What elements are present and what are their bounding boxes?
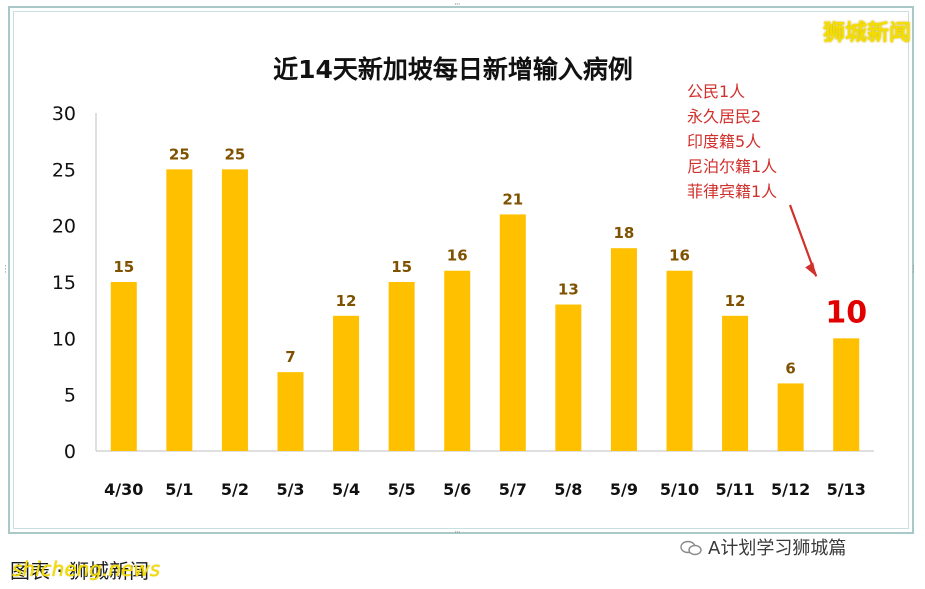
resize-handle-top[interactable]: ··· — [454, 0, 461, 10]
bar-value-label: 6 — [785, 359, 795, 377]
x-tick-label: 5/13 — [827, 480, 866, 499]
wechat-icon — [680, 540, 702, 556]
brand-tag: 狮城新闻 — [822, 21, 911, 46]
bar-value-label: 16 — [669, 247, 690, 265]
bar-value-label: 25 — [224, 145, 245, 163]
x-tick-label: 5/5 — [388, 480, 416, 499]
bar — [777, 383, 804, 451]
resize-handle-right[interactable]: · · · — [912, 262, 915, 278]
bar-value-label: 16 — [447, 247, 468, 265]
highlight-value-label: 10 — [825, 295, 867, 330]
bar — [166, 169, 193, 452]
account-tag: A计划学习狮城篇 — [680, 534, 846, 560]
y-tick-label: 10 — [52, 328, 76, 350]
bar — [444, 270, 471, 451]
x-tick-label: 5/7 — [499, 480, 527, 499]
bar — [388, 282, 415, 451]
bar-value-label: 25 — [169, 145, 190, 163]
resize-handle-left[interactable]: · · · — [4, 262, 7, 278]
bar — [722, 315, 749, 451]
bar — [610, 248, 637, 451]
chart-x-tick-labels: 4/30 5/1 5/2 5/3 5/4 5/5 5/6 5/7 5/8 5/9 5/10 5/11 5… — [104, 480, 866, 499]
bar-value-label: 12 — [725, 292, 746, 310]
x-tick-label: 5/12 — [771, 480, 810, 499]
x-tick-label: 5/1 — [165, 480, 193, 499]
x-tick-label: 4/30 — [104, 480, 143, 499]
bar — [833, 338, 860, 451]
annotation-line: 印度籍5人 — [687, 132, 761, 151]
bar-value-label: 18 — [613, 224, 634, 242]
annotation-line: 永久居民2 — [687, 107, 761, 126]
chart-y-tick-labels: 0 5 10 15 20 25 30 — [52, 103, 76, 463]
bar — [277, 372, 304, 451]
watermark-text: shicheng.news — [12, 557, 161, 581]
bar — [221, 169, 248, 452]
bar — [333, 315, 360, 451]
x-tick-label: 5/9 — [610, 480, 638, 499]
chart-bars — [110, 169, 860, 452]
chart-value-labels: 15 25 25 7 12 15 16 21 13 18 16 12 6 10 — [113, 145, 867, 377]
bar — [555, 304, 582, 451]
annotation-line: 尼泊尔籍1人 — [687, 157, 777, 176]
account-name: A计划学习狮城篇 — [708, 538, 847, 559]
bar-value-label: 12 — [336, 292, 357, 310]
y-tick-label: 25 — [52, 159, 76, 181]
chart-source-credit: 图表 · 狮城新闻 shicheng.news — [10, 555, 160, 584]
y-tick-label: 5 — [64, 385, 76, 407]
chart-frame-inner — [13, 11, 909, 529]
y-tick-label: 30 — [52, 103, 76, 125]
bar — [110, 282, 137, 451]
annotation-line: 公民1人 — [687, 82, 745, 101]
source-text: 图表 · 狮城新闻 — [10, 559, 150, 583]
resize-handle-bottom[interactable]: ··· — [454, 528, 461, 538]
chart-title: 近14天新加坡每日新增输入病例 — [273, 55, 633, 84]
bar-value-label: 15 — [391, 258, 412, 276]
y-tick-label: 20 — [52, 216, 76, 238]
x-tick-label: 5/3 — [276, 480, 304, 499]
bar-value-label: 13 — [558, 281, 579, 299]
y-tick-label: 15 — [52, 272, 76, 294]
x-tick-label: 5/6 — [443, 480, 471, 499]
y-tick-label: 0 — [64, 441, 76, 463]
bar — [499, 214, 526, 451]
bar-value-label: 7 — [285, 348, 295, 366]
annotation-line: 菲律宾籍1人 — [687, 182, 777, 201]
x-tick-label: 5/10 — [660, 480, 699, 499]
bar-value-label: 15 — [113, 258, 134, 276]
x-tick-label: 5/4 — [332, 480, 360, 499]
x-tick-label: 5/2 — [221, 480, 249, 499]
bar-value-label: 21 — [502, 190, 523, 208]
x-tick-label: 5/11 — [715, 480, 754, 499]
annotation-arrow-head — [805, 262, 817, 277]
x-tick-label: 5/8 — [554, 480, 582, 499]
bar — [666, 270, 693, 451]
